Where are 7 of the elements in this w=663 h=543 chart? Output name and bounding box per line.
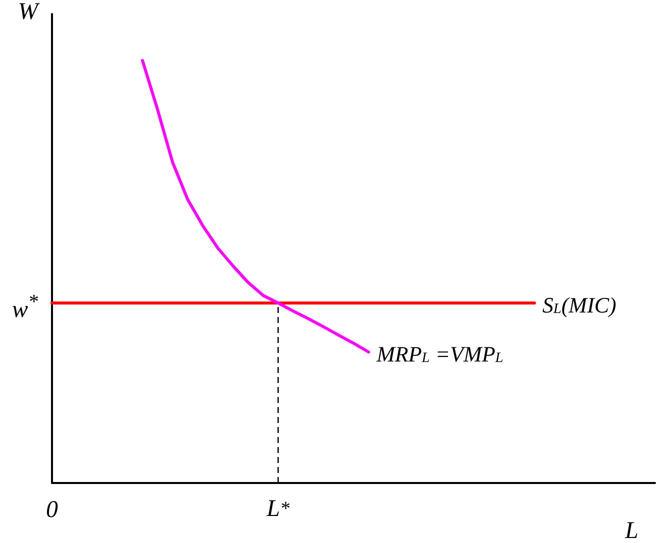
- text: w$^{*}$: [12, 290, 38, 323]
- x-axis-title: L: [624, 518, 638, 543]
- series-label: SL(MIC): [542, 292, 616, 318]
- series-label: MRPL =VMPL: [376, 342, 504, 367]
- text: L*: [266, 496, 290, 522]
- text: 0: [46, 497, 58, 523]
- y-axis-title: W: [18, 0, 40, 25]
